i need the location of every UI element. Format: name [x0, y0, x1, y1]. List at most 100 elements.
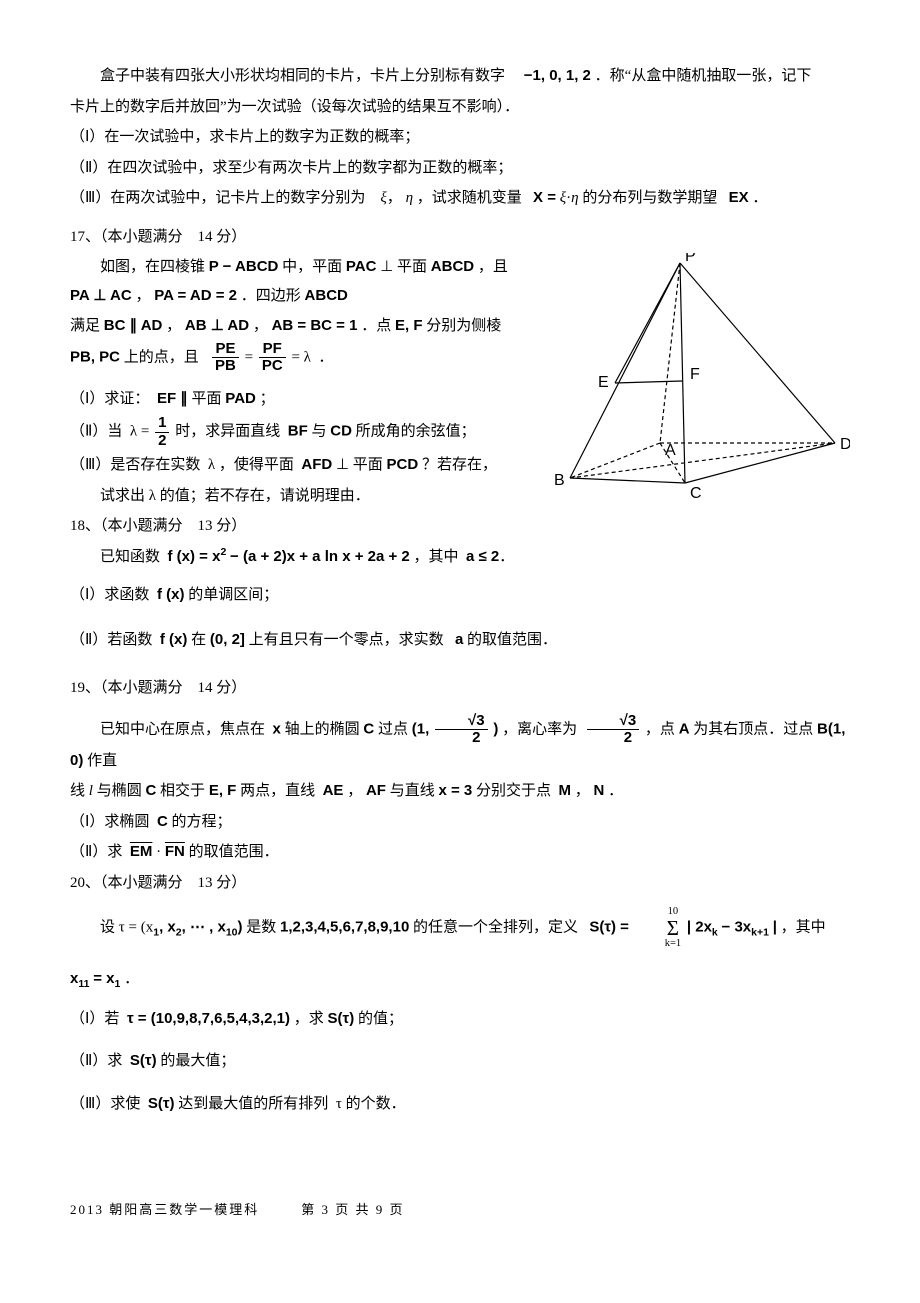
t: 的个数． [346, 1096, 406, 1112]
l: l [89, 783, 93, 799]
t: 已知中心在原点，焦点在 [100, 721, 265, 737]
eta2: η [571, 190, 578, 206]
p20-head: 20、（本小题满分 13 分） [70, 869, 850, 898]
p19-s2: （Ⅱ）求 EM · FN 的取值范围． [70, 838, 850, 867]
t: 分别交于点 [476, 783, 551, 799]
t: AB = BC = 1 [272, 317, 358, 334]
t: （Ⅱ）当 [70, 423, 122, 439]
t: 线 [70, 783, 85, 799]
t: 分别为侧棱 [426, 318, 501, 334]
absend: | [773, 918, 777, 935]
St: S(τ) [328, 1010, 355, 1027]
pyramid-svg: PABCDEF [540, 253, 850, 503]
C: C [363, 720, 374, 737]
t: ，且 [478, 259, 508, 275]
p20-s2: （Ⅱ）求 S(τ) 的最大值； [70, 1047, 850, 1076]
t: ， [135, 288, 150, 304]
k: k [712, 926, 718, 938]
EX: EX [729, 189, 749, 206]
eq: = [245, 349, 253, 365]
t: 与 [311, 423, 326, 439]
t: 在 [191, 632, 206, 648]
AF: AF [366, 782, 386, 799]
t: ，求 [294, 1011, 324, 1027]
den: PB [212, 358, 239, 375]
svg-text:F: F [690, 366, 700, 383]
t: （Ⅰ）求证： [70, 391, 149, 407]
t: λ = [130, 423, 149, 439]
t: E, F [395, 317, 423, 334]
page-footer: 2013 朝阳高三数学一模理科 第 3 页 共 9 页 [70, 1198, 850, 1223]
den: 2 [435, 730, 488, 747]
t: ，其中 [781, 919, 826, 935]
tau: τ = (x [119, 919, 153, 935]
svg-text:D: D [840, 436, 850, 453]
t: f (x) [157, 586, 185, 603]
t: PAC [346, 258, 377, 275]
dot: · [156, 844, 161, 860]
t: AFD [301, 456, 332, 473]
frac-pe-pb: PE PB [212, 341, 239, 375]
p20-x11: x11 = x1 ． [70, 965, 850, 995]
pyramid-figure: PABCDEF [540, 253, 850, 514]
semi: ； [260, 391, 275, 407]
sumbot: k=1 [635, 939, 681, 950]
t: 的单调区间； [188, 587, 278, 603]
t: f (x) [160, 631, 188, 648]
t: a ≤ 2 [466, 548, 499, 565]
t: 的取值范围． [189, 844, 279, 860]
t: ，使得平面 [219, 457, 294, 473]
t: ABCD [431, 258, 474, 275]
C: C [157, 813, 168, 830]
t: ，离心率为 [502, 721, 577, 737]
t: CD [330, 422, 352, 439]
t: PA = AD = 2 [154, 287, 237, 304]
t: AB ⊥ AD [185, 317, 249, 334]
t: 两点，直线 [240, 783, 315, 799]
open: (1, [412, 720, 430, 737]
eq: = x [93, 970, 114, 987]
p18-l1: 已知函数 f (x) = x2 − (a + 2)x + a ln x + 2a… [70, 543, 850, 572]
t: 过点 [378, 721, 408, 737]
t: P − ABCD [209, 258, 279, 275]
p20-l1: 设 τ = (x1, x2, ⋯ , x10) 是数 1,2,3,4,5,6,7… [70, 907, 850, 949]
s1: 1 [114, 978, 120, 990]
t: ，点 [645, 721, 675, 737]
p16-s3: （Ⅲ）在两次试验中，记卡片上的数字分别为 ξ， η ，试求随机变量 X = ξ·… [70, 184, 850, 213]
t: （Ⅰ）求椭圆 [70, 814, 149, 830]
t: （Ⅱ）求 [70, 1053, 122, 1069]
M: M [559, 782, 572, 799]
t: 与直线 [390, 783, 435, 799]
comma: ， [387, 190, 402, 206]
t: （Ⅲ）是否存在实数 [70, 457, 200, 473]
p16-intro: 盒子中装有四张大小形状均相同的卡片，卡片上分别标有数字 −1, 0, 1, 2 … [70, 62, 850, 91]
St: S(τ) [130, 1052, 157, 1069]
t: PB, PC [70, 348, 120, 365]
p19-head: 19、（本小题满分 14 分） [70, 674, 850, 703]
svg-text:P: P [685, 253, 696, 265]
p18-s2: （Ⅱ）若函数 f (x) 在 (0, 2] 上有且只有一个零点，求实数 a 的取… [70, 626, 850, 655]
p17-head: 17、（本小题满分 14 分） [70, 223, 850, 252]
S: S(τ) = [589, 918, 629, 935]
t: 试求出 [100, 488, 145, 504]
p16-s3b: ，试求随机变量 [417, 190, 522, 206]
frac-pf-pc: PF PC [259, 341, 286, 375]
t: BC ∥ AD [104, 317, 163, 334]
EF: E, F [209, 782, 237, 799]
t: 已知函数 [100, 549, 160, 565]
t: ， [347, 783, 362, 799]
num: PF [259, 341, 286, 359]
frac-sqrt3-2a: √3 2 [435, 713, 488, 747]
den: PC [259, 358, 286, 375]
t: 如图，在四棱锥 [100, 259, 205, 275]
t: f (x) = x [168, 548, 221, 565]
t: 的取值范围． [467, 632, 557, 648]
t: ，其中 [414, 549, 459, 565]
t: 时，求异面直线 [175, 423, 280, 439]
frac-sqrt3-2b: √3 2 [587, 713, 640, 747]
t: ， [166, 318, 181, 334]
t: 的方程； [172, 814, 232, 830]
t: 是数 [246, 919, 276, 935]
lam: λ [149, 488, 156, 504]
p18-s1: （Ⅰ）求函数 f (x) 的单调区间； [70, 581, 850, 610]
